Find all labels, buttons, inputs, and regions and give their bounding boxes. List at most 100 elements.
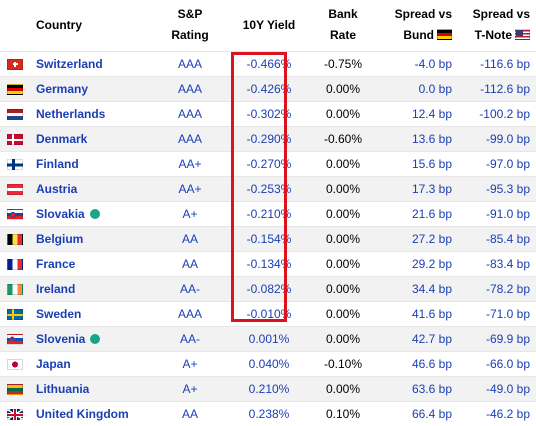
- bank-rate-cell: 0.00%: [308, 225, 378, 251]
- header-spread-tnote[interactable]: Spread vs T-Note: [458, 0, 536, 51]
- bank-rate-cell: -0.10%: [308, 350, 378, 376]
- germany-flag-icon: [7, 83, 23, 95]
- yield-link[interactable]: 0.210%: [248, 381, 290, 396]
- header-tnote-line2: T-Note: [474, 28, 512, 43]
- country-link[interactable]: United Kingdom: [36, 406, 129, 421]
- bank-rate-cell: 0.10%: [308, 400, 378, 426]
- spread-bund-cell: 29.2 bp: [378, 250, 458, 276]
- rating-cell: A+: [150, 200, 230, 226]
- yield-link[interactable]: -0.154%: [246, 231, 292, 246]
- flag-cell: [0, 300, 30, 326]
- yield-link[interactable]: 0.238%: [248, 406, 290, 421]
- flag-cell: [0, 50, 30, 76]
- table-body: Switzerland AAA -0.466% -0.75% -4.0 bp -116.6…: [0, 50, 536, 426]
- rating-cell: A+: [150, 375, 230, 401]
- header-country[interactable]: Country: [30, 0, 150, 51]
- header-rating-line1: S&P: [177, 7, 203, 22]
- country-link[interactable]: Japan: [36, 356, 71, 371]
- country-cell: Japan: [30, 350, 150, 376]
- spread-tnote-cell: -78.2 bp: [458, 275, 536, 301]
- header-rating[interactable]: S&P Rating: [150, 0, 230, 51]
- country-link[interactable]: Denmark: [36, 131, 88, 146]
- yield-link[interactable]: -0.082%: [246, 281, 292, 296]
- header-bank-rate[interactable]: Bank Rate: [308, 0, 378, 51]
- country-cell: Denmark: [30, 125, 150, 151]
- flag-cell: [0, 400, 30, 426]
- status-dot-icon: [90, 333, 101, 344]
- yield-link[interactable]: -0.210%: [246, 206, 292, 221]
- header-country-label: Country: [36, 17, 82, 32]
- country-link[interactable]: Germany: [36, 81, 89, 96]
- bank-rate-cell: 0.00%: [308, 150, 378, 176]
- table-row: Lithuania A+ 0.210% 0.00% 63.6 bp -49.0 bp: [0, 375, 536, 401]
- country-cell: Germany: [30, 75, 150, 101]
- table-row: Austria AA+ -0.253% 0.00% 17.3 bp -95.3 bp: [0, 175, 536, 201]
- yield-link[interactable]: -0.290%: [246, 131, 292, 146]
- country-link[interactable]: Lithuania: [36, 381, 90, 396]
- spread-bund-cell: 63.6 bp: [378, 375, 458, 401]
- rating-cell: AAA: [150, 50, 230, 76]
- country-cell: Slovakia: [30, 200, 150, 226]
- spread-bund-cell: 0.0 bp: [378, 75, 458, 101]
- denmark-flag-icon: [7, 133, 23, 145]
- yield-link[interactable]: 0.001%: [248, 331, 290, 346]
- country-cell: Switzerland: [30, 50, 150, 76]
- country-cell: Austria: [30, 175, 150, 201]
- flag-cell: [0, 250, 30, 276]
- country-link[interactable]: Finland: [36, 156, 79, 171]
- spread-bund-cell: 46.6 bp: [378, 350, 458, 376]
- belgium-flag-icon: [7, 233, 23, 245]
- spread-tnote-cell: -116.6 bp: [458, 50, 536, 76]
- yield-link[interactable]: -0.010%: [246, 306, 292, 321]
- header-spread-bund[interactable]: Spread vs Bund: [378, 0, 458, 51]
- flag-cell: [0, 75, 30, 101]
- yield-link[interactable]: -0.270%: [246, 156, 292, 171]
- rating-cell: AA-: [150, 325, 230, 351]
- country-link[interactable]: Slovenia: [36, 331, 86, 346]
- country-link[interactable]: Austria: [36, 181, 78, 196]
- spread-bund-cell: 34.4 bp: [378, 275, 458, 301]
- yield-cell: -0.270%: [230, 150, 308, 176]
- spread-tnote-cell: -99.0 bp: [458, 125, 536, 151]
- ireland-flag-icon: [7, 283, 23, 295]
- country-link[interactable]: Ireland: [36, 281, 76, 296]
- yield-cell: -0.426%: [230, 75, 308, 101]
- france-flag-icon: [7, 258, 23, 270]
- country-link[interactable]: Sweden: [36, 306, 82, 321]
- country-link[interactable]: Belgium: [36, 231, 84, 246]
- rating-cell: AA: [150, 250, 230, 276]
- rating-cell: AAA: [150, 300, 230, 326]
- header-bund-line2: Bund: [403, 28, 434, 43]
- germany-flag-icon: [437, 29, 452, 41]
- sweden-flag-icon: [7, 308, 23, 320]
- yield-link[interactable]: -0.253%: [246, 181, 292, 196]
- flag-cell: [0, 125, 30, 151]
- rating-cell: AAA: [150, 100, 230, 126]
- country-link[interactable]: Switzerland: [36, 56, 103, 71]
- yield-link[interactable]: 0.040%: [248, 356, 290, 371]
- yield-link[interactable]: -0.134%: [246, 256, 292, 271]
- bank-rate-cell: 0.00%: [308, 250, 378, 276]
- spread-tnote-cell: -46.2 bp: [458, 400, 536, 426]
- country-cell: Ireland: [30, 275, 150, 301]
- header-bank-line2: Rate: [329, 28, 356, 43]
- yield-link[interactable]: -0.466%: [246, 56, 292, 71]
- spread-bund-cell: -4.0 bp: [378, 50, 458, 76]
- header-rating-line2: Rating: [171, 28, 209, 43]
- country-link[interactable]: Slovakia: [36, 206, 85, 221]
- header-bank-line1: Bank: [328, 7, 358, 22]
- yield-link[interactable]: -0.426%: [246, 81, 292, 96]
- country-link[interactable]: Netherlands: [36, 106, 106, 121]
- header-yield[interactable]: 10Y Yield: [230, 0, 308, 51]
- table-row: Japan A+ 0.040% -0.10% 46.6 bp -66.0 bp: [0, 350, 536, 376]
- spread-bund-cell: 12.4 bp: [378, 100, 458, 126]
- table-row: France AA -0.134% 0.00% 29.2 bp -83.4 bp: [0, 250, 536, 276]
- country-cell: Netherlands: [30, 100, 150, 126]
- spread-bund-cell: 17.3 bp: [378, 175, 458, 201]
- spread-bund-cell: 66.4 bp: [378, 400, 458, 426]
- rating-cell: AAA: [150, 75, 230, 101]
- table-row: Finland AA+ -0.270% 0.00% 15.6 bp -97.0 bp: [0, 150, 536, 176]
- rating-cell: AA: [150, 400, 230, 426]
- country-link[interactable]: France: [36, 256, 76, 271]
- yield-link[interactable]: -0.302%: [246, 106, 292, 121]
